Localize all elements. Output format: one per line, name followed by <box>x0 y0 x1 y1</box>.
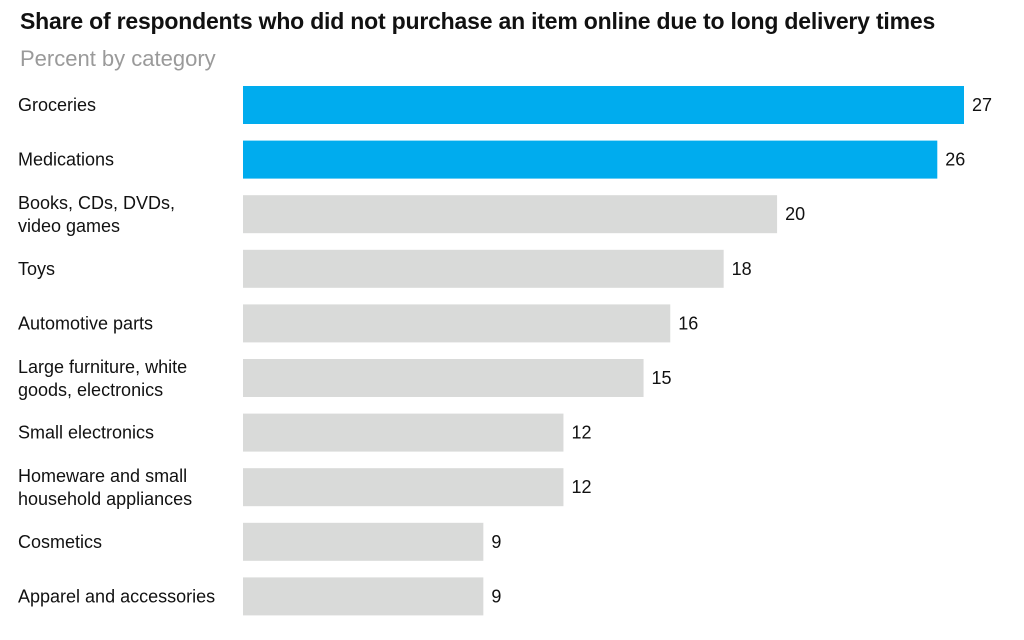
bar <box>243 140 938 179</box>
category-label: Automotive parts <box>18 313 153 333</box>
bar <box>243 468 564 507</box>
chart-subtitle: Percent by category <box>20 46 216 71</box>
value-label: 12 <box>571 477 591 497</box>
value-label: 16 <box>678 313 698 333</box>
category-label: Medications <box>18 150 114 170</box>
category-label: Cosmetics <box>18 532 102 552</box>
value-label: 9 <box>491 586 501 606</box>
value-label: 26 <box>945 150 965 170</box>
value-label: 20 <box>785 204 805 224</box>
category-label: Groceries <box>18 95 96 115</box>
bar <box>243 86 964 124</box>
category-label: Homeware and small household appliances <box>18 466 192 509</box>
value-label: 12 <box>571 423 591 443</box>
bar <box>243 413 564 452</box>
category-label: Toys <box>18 259 55 279</box>
value-label: 18 <box>732 259 752 279</box>
bar <box>243 249 724 288</box>
category-label: Apparel and accessories <box>18 586 215 606</box>
bar <box>243 522 484 561</box>
category-label: Large furniture, white goods, electronics <box>18 357 187 400</box>
bar <box>243 359 644 397</box>
bar <box>243 195 778 234</box>
value-label: 15 <box>652 368 672 388</box>
value-label: 9 <box>491 532 501 552</box>
bar <box>243 577 484 616</box>
chart-title: Share of respondents who did not purchas… <box>20 8 936 34</box>
category-label: Books, CDs, DVDs, video games <box>18 193 175 236</box>
bar <box>243 304 671 343</box>
category-label: Small electronics <box>18 423 154 443</box>
value-label: 27 <box>972 95 992 115</box>
